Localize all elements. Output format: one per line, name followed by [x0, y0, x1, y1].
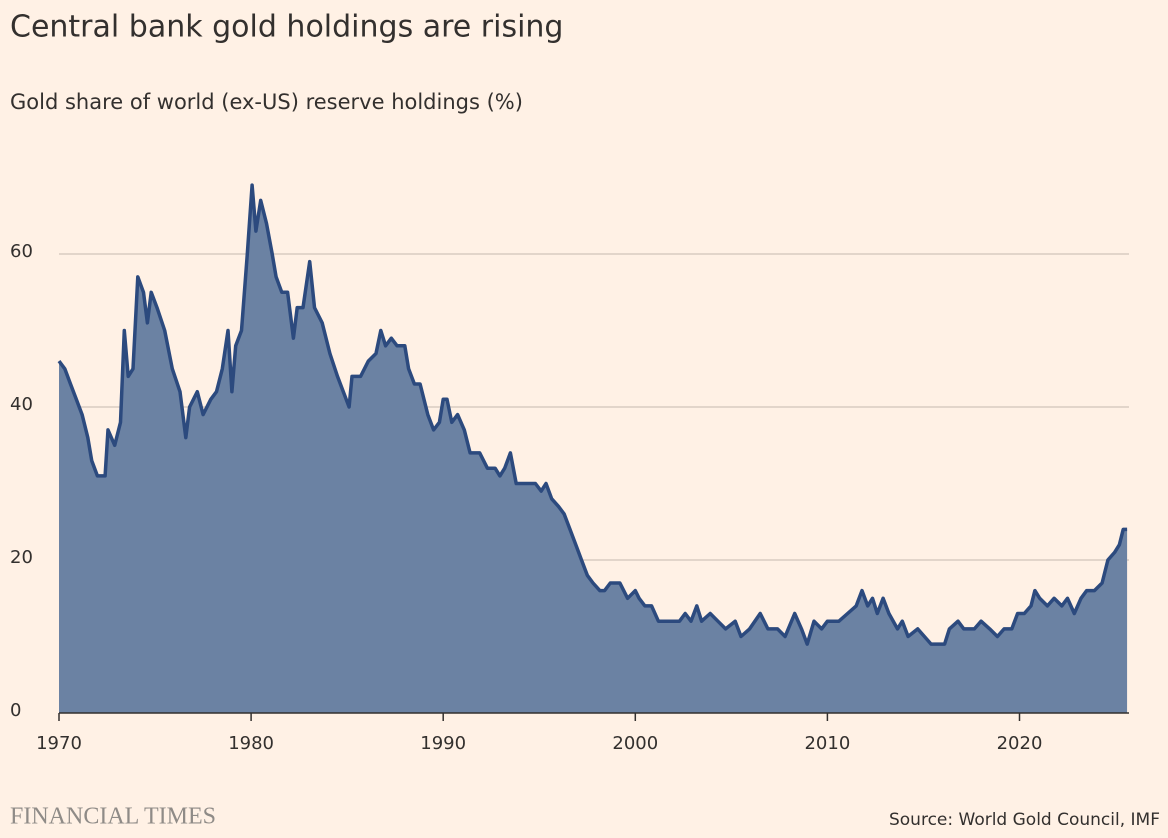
chart-subtitle: Gold share of world (ex-US) reserve hold…: [10, 90, 523, 114]
x-tick-label: 2000: [612, 733, 658, 754]
y-tick-label: 0: [10, 700, 21, 721]
x-tick-label: 2010: [804, 733, 850, 754]
y-tick-label: 60: [10, 241, 33, 262]
y-tick-label: 40: [10, 394, 33, 415]
area: [59, 185, 1128, 714]
x-tick-label: 1990: [420, 733, 466, 754]
brand: FINANCIAL TIMES: [10, 804, 216, 830]
y-tick-label: 20: [10, 547, 33, 568]
source: Source: World Gold Council, IMF: [889, 810, 1160, 830]
x-tick-label: 1970: [36, 733, 82, 754]
line: [57, 183, 1128, 646]
x-tick-label: 1980: [228, 733, 274, 754]
x-tick-label: 2020: [997, 733, 1043, 754]
chart-title: Central bank gold holdings are rising: [10, 10, 563, 45]
